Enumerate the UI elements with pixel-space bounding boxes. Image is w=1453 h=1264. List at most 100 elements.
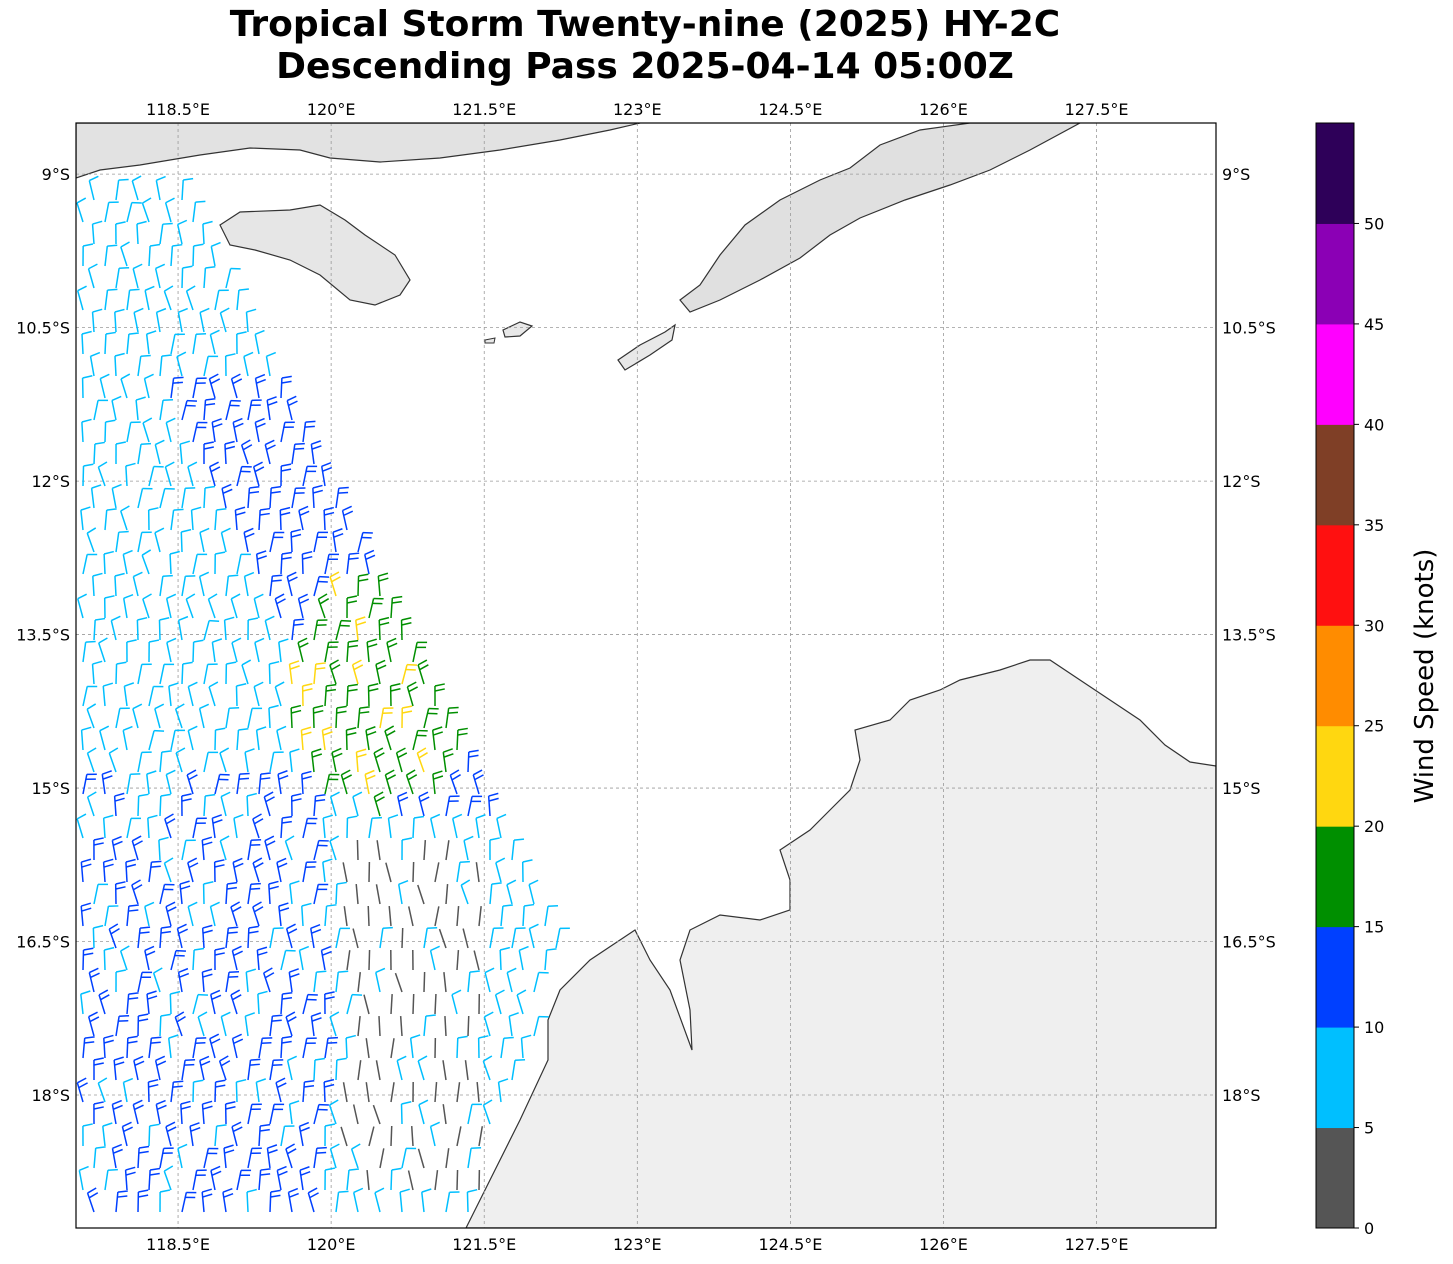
wind-barb-staff [254, 334, 260, 355]
wind-barb-flag [210, 1165, 221, 1172]
wind-barb-staff [246, 1191, 249, 1213]
wind-barb-staff [208, 466, 216, 487]
wind-barb-flag [346, 726, 357, 731]
wind-barb-staff [346, 641, 350, 663]
wind-barb-flag [222, 488, 233, 494]
wind-barb-staff [111, 488, 117, 509]
wind-barb-flag [164, 857, 174, 864]
wind-barb-flag [147, 814, 158, 819]
wind-barb-staff [120, 246, 128, 267]
wind-barb-staff [192, 378, 198, 399]
wind-barb-flag [398, 879, 409, 885]
wind-barb-flag [291, 533, 302, 538]
wind-barb-flag [419, 664, 429, 671]
wind-barb-staff [104, 246, 109, 267]
wind-barb-flag [312, 484, 323, 489]
wind-barb-staff [346, 994, 353, 1015]
wind-barb-flag [156, 1099, 166, 1106]
wind-barb-flag [365, 726, 376, 731]
wind-barb-flag [80, 506, 91, 511]
wind-barb-flag [401, 837, 413, 841]
wind-barb-flag [250, 887, 261, 890]
wind-barb-flag [139, 931, 150, 934]
wind-barb-staff [313, 576, 320, 597]
wind-barb-flag [214, 947, 225, 951]
wind-barb-flag [98, 989, 109, 996]
wind-barb-flag [93, 1106, 104, 1110]
wind-barb-staff [500, 906, 504, 927]
wind-barb-flag [266, 351, 277, 358]
wind-barb-staff [246, 795, 249, 817]
lat-tick-right: 16.5°S [1222, 933, 1276, 952]
wind-barb-staff [90, 488, 95, 509]
wind-barb-flag [156, 175, 166, 182]
wind-barb-staff [399, 1015, 403, 1037]
wind-barb-staff [181, 488, 186, 509]
wind-barb-staff [365, 1082, 370, 1103]
wind-barb-staff [364, 774, 370, 795]
wind-barb-flag [185, 593, 196, 600]
wind-barb-staff [253, 686, 260, 707]
wind-barb-staff [443, 972, 447, 993]
wind-barb-flag [384, 725, 395, 732]
wind-barb-staff [148, 862, 153, 883]
wind-barb-staff [352, 928, 359, 949]
wind-barb-staff [135, 400, 139, 421]
wind-barb-flag [272, 574, 283, 577]
wind-barb-staff [258, 774, 262, 795]
wind-barb-flag [267, 401, 278, 406]
wind-barb-staff [464, 1060, 469, 1081]
wind-barb-flag [352, 659, 362, 666]
wind-barb-staff [418, 796, 425, 817]
wind-barb-flag [81, 418, 92, 423]
wind-barb-flag [278, 638, 289, 643]
wind-barb-staff [230, 994, 238, 1015]
wind-barb-flag [402, 705, 413, 709]
wind-barb-staff [456, 906, 460, 927]
wind-barb-flag [463, 835, 474, 842]
title-line-2: Descending Pass 2025-04-14 05:00Z [276, 46, 1014, 87]
wind-barb-staff [379, 708, 385, 729]
wind-barb-staff [126, 1037, 129, 1059]
wind-barb-flag [78, 1082, 88, 1089]
wind-barb-flag [120, 505, 130, 512]
wind-barb-staff [203, 795, 206, 817]
wind-barb-flag [120, 241, 130, 248]
wind-barb-staff [137, 664, 143, 685]
wind-barb-staff [356, 839, 359, 861]
wind-barb-flag [233, 422, 244, 428]
wind-barb-flag [80, 990, 91, 995]
wind-barb-staff [230, 906, 238, 927]
wind-barb-flag [233, 1038, 244, 1045]
wind-barb-flag [128, 909, 139, 912]
wind-barb-staff [88, 972, 95, 993]
wind-barb-staff [324, 685, 328, 707]
wind-barb-flag [252, 813, 262, 820]
wind-barb-flag [255, 373, 266, 379]
wind-barb-staff [482, 1104, 491, 1125]
wind-barb-flag [327, 1036, 338, 1039]
wind-barb-flag [144, 945, 155, 952]
wind-barb-staff [299, 1170, 304, 1191]
wind-barb-flag [410, 1034, 421, 1039]
wind-barb-flag [202, 1105, 213, 1110]
wind-barb-flag [201, 1188, 212, 1193]
wind-barb-flag [291, 798, 302, 802]
wind-barb-flag [92, 660, 103, 665]
wind-barb-flag [250, 882, 261, 885]
wind-barb-staff [262, 972, 271, 993]
wind-barb-staff [269, 1191, 272, 1213]
wind-barb-staff [192, 994, 199, 1015]
wind-barb-flag [257, 990, 268, 995]
wind-barb-flag [114, 792, 125, 797]
wind-barb-flag [401, 617, 412, 621]
wind-barb-staff [280, 553, 283, 575]
wind-barb-staff [288, 972, 293, 993]
wind-barb-flag [87, 791, 97, 798]
wind-barb-staff [346, 1170, 350, 1191]
wind-barb-flag [285, 1143, 295, 1150]
wind-barb-flag [499, 946, 511, 951]
wind-barb-staff [285, 1148, 293, 1169]
wind-barb-flag [146, 330, 157, 335]
wind-barb-flag [135, 396, 146, 401]
